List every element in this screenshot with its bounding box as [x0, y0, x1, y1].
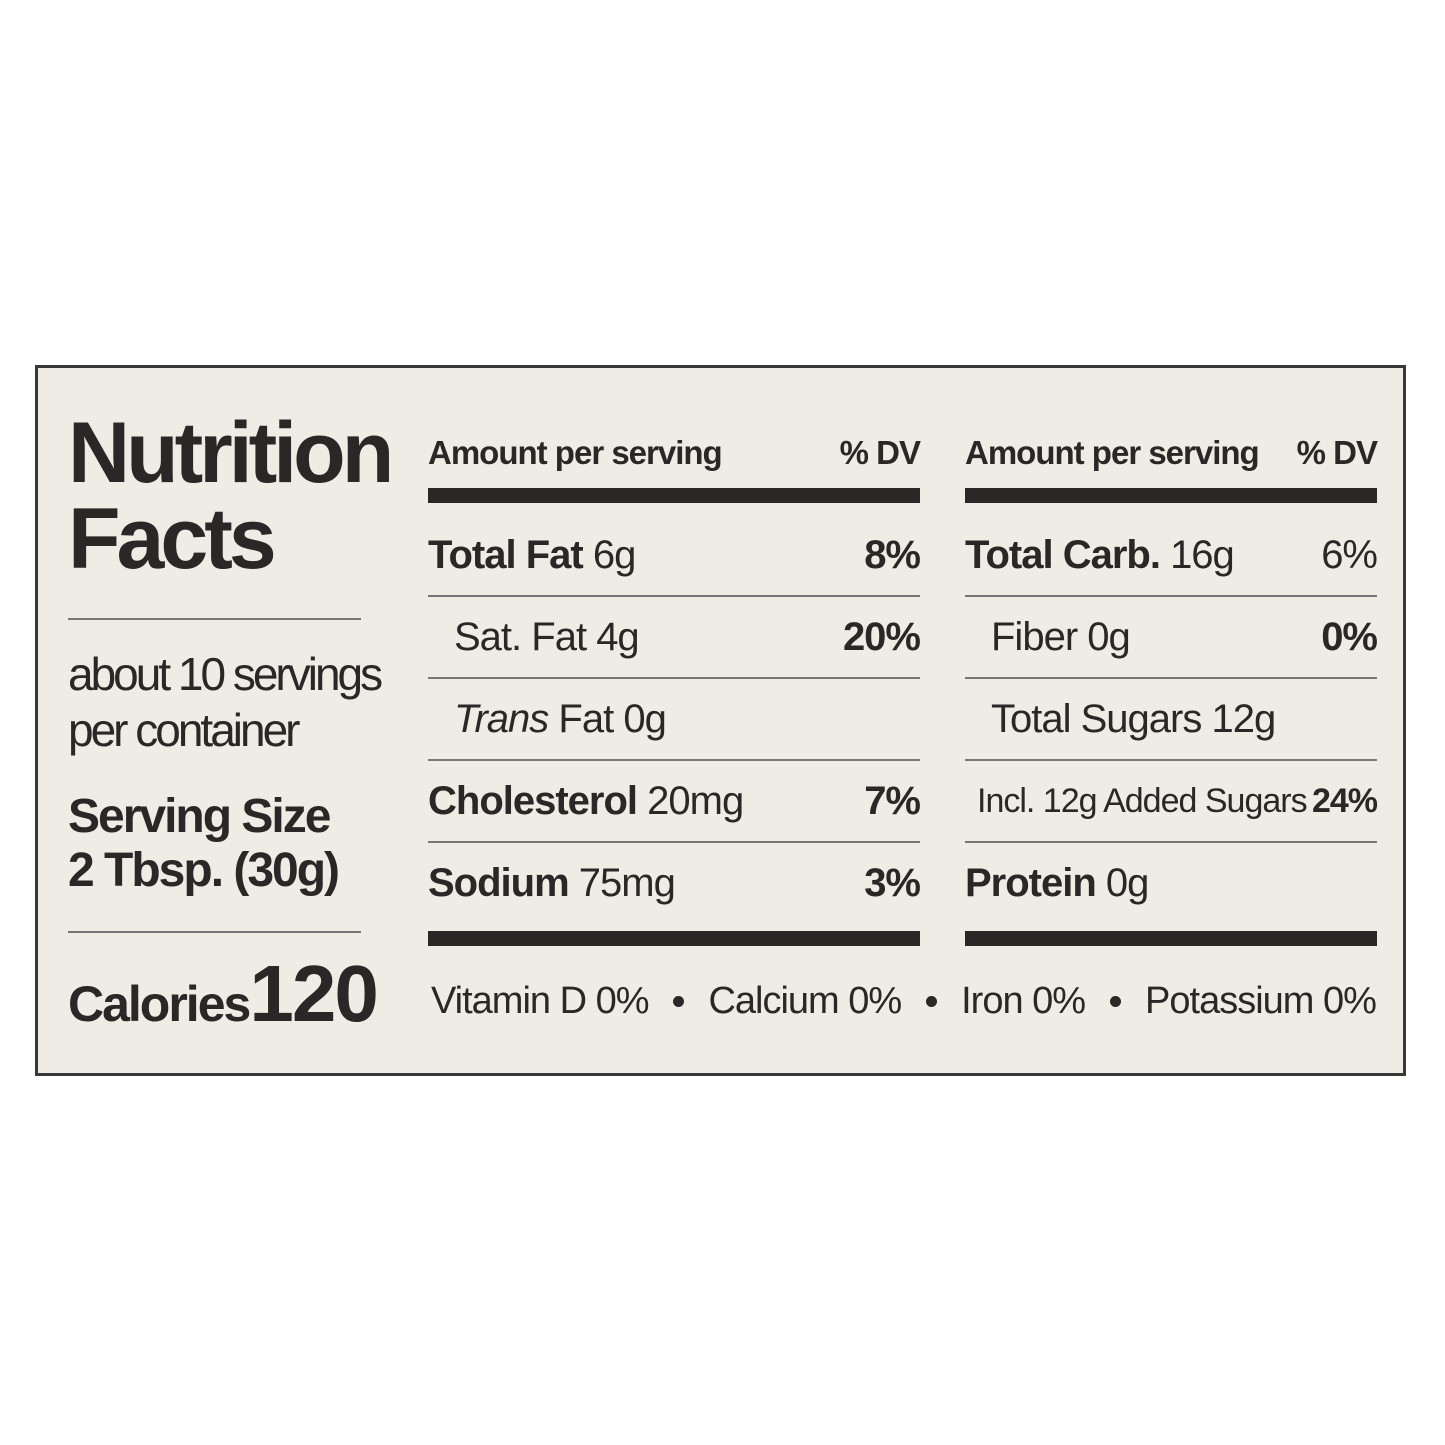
nutrient: Total Fat	[428, 532, 584, 577]
vitamin: Iron 0%	[961, 980, 1086, 1022]
dv: 6%	[1321, 532, 1378, 577]
nutrient: Fat	[558, 696, 614, 741]
vitamins: Vitamin D 0% Calcium 0% Iron 0% Potassiu…	[431, 980, 1377, 1023]
row: Total Carb. 16g 6%	[965, 515, 1378, 597]
rows: Total Carb. 16g 6% Fiber 0g 0% Total Sugar…	[965, 515, 1378, 923]
thick-rule	[965, 931, 1377, 946]
amount: 0g	[1105, 860, 1149, 905]
calories-value: 120	[249, 949, 378, 1038]
nutrient-italic: Trans	[454, 696, 549, 741]
nutrient: Incl. 12g Added Sugars	[977, 781, 1308, 820]
dv: 7%	[864, 778, 921, 823]
title: Nutrition Facts	[68, 405, 394, 587]
row: Protein 0g	[965, 843, 1377, 923]
column: Amount per serving % DV Total Fat 6g 8% Sa…	[428, 428, 921, 946]
nutrition-label: Nutrition Facts about 10 servings per co…	[35, 365, 1406, 1076]
dv: 20%	[842, 614, 921, 659]
nutrient: Total Sugars	[991, 696, 1202, 741]
amount: 20mg	[647, 778, 744, 823]
column-header: Amount per serving % DV	[428, 428, 921, 478]
vitamin: Calcium 0%	[708, 980, 902, 1022]
serving-size-label: Serving Size	[68, 790, 331, 843]
amount: 6g	[592, 532, 636, 577]
row: Sat. Fat 4g 20%	[428, 597, 921, 679]
header-dv: % DV	[839, 434, 921, 471]
row: Total Sugars 12g	[965, 679, 1377, 761]
servings: about 10 servings per container	[68, 648, 383, 756]
row: Cholesterol 20mg 7%	[428, 761, 921, 843]
rows: Total Fat 6g 8% Sat. Fat 4g 20% Trans Fat …	[428, 515, 921, 923]
row: Sodium 75mg 3%	[428, 843, 921, 923]
header-amount: Amount per serving	[965, 434, 1260, 471]
column: Amount per serving % DV Total Carb. 16g 6%…	[965, 428, 1378, 946]
amount: 0g	[623, 696, 666, 741]
row: Incl. 12g Added Sugars 24%	[965, 761, 1378, 843]
column-header: Amount per serving % DV	[965, 428, 1378, 478]
serving-size-value: 2 Tbsp. (30g)	[68, 844, 340, 897]
dv: 24%	[1311, 781, 1378, 820]
thick-rule	[428, 931, 920, 946]
nutrient: Sat. Fat	[454, 614, 587, 659]
header-dv: % DV	[1296, 434, 1378, 471]
rule	[68, 618, 361, 620]
serving-size: Serving Size 2 Tbsp. (30g)	[68, 790, 408, 898]
amount: 4g	[596, 614, 639, 659]
calories-label: Calories	[68, 976, 251, 1032]
bullet	[1109, 996, 1121, 1007]
rule	[68, 931, 361, 933]
thick-rule	[965, 488, 1377, 503]
vitamin: Vitamin D 0%	[431, 980, 650, 1022]
nutrient: Cholesterol	[428, 778, 638, 823]
header-amount: Amount per serving	[428, 434, 723, 471]
amount: 0g	[1087, 614, 1130, 659]
dv: 0%	[1321, 614, 1378, 659]
amount: 16g	[1170, 532, 1235, 577]
row: Trans Fat 0g	[428, 679, 920, 761]
nutrient: Protein	[965, 860, 1097, 905]
nutrient: Fiber	[991, 614, 1078, 659]
dv: 8%	[864, 532, 921, 577]
nutrient: Total Carb.	[965, 532, 1161, 577]
vitamin: Potassium 0%	[1145, 980, 1377, 1022]
thick-rule	[428, 488, 920, 503]
amount: 75mg	[578, 860, 676, 905]
row: Fiber 0g 0%	[965, 597, 1378, 679]
bullet	[925, 996, 937, 1007]
amount: 12g	[1211, 696, 1276, 741]
bullet	[672, 996, 684, 1007]
nutrient: Sodium	[428, 860, 570, 905]
row: Total Fat 6g 8%	[428, 515, 921, 597]
dv: 3%	[864, 860, 921, 905]
calories: Calories120	[68, 948, 408, 1040]
